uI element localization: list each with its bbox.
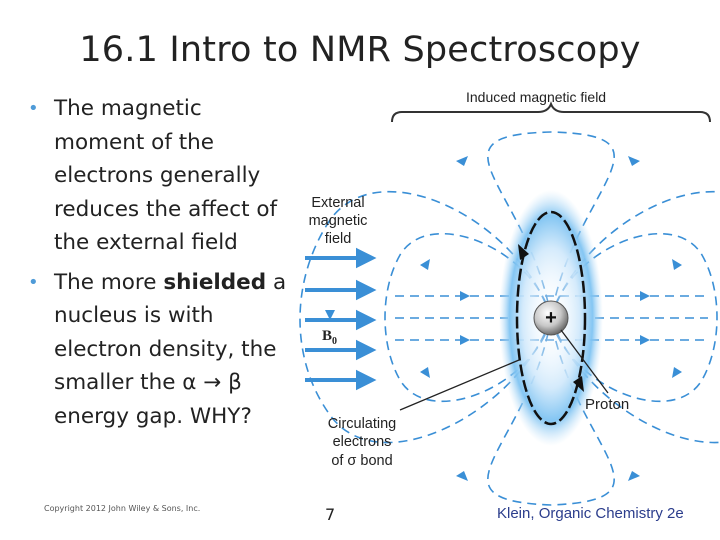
bullet-1: • The magnetic moment of the electrons g…	[28, 92, 288, 260]
external-field-arrows	[305, 247, 377, 391]
induced-field-label: Induced magnetic field	[466, 89, 606, 105]
slide-title: 16.1 Intro to NMR Spectroscopy	[79, 30, 641, 70]
circulating-label-3: of σ bond	[331, 453, 392, 469]
page-number: 7	[325, 505, 336, 524]
proton-label: Proton	[585, 396, 629, 413]
bullet-dot-icon: •	[28, 271, 39, 293]
external-field-label-1: External	[311, 195, 364, 211]
electron-orbit	[515, 210, 587, 426]
bullet-2-text-post: a nucleus is with electron density, the …	[54, 269, 287, 429]
circulating-label-1: Circulating	[328, 416, 397, 432]
proton-ball	[533, 300, 569, 336]
copyright-note: Copyright 2012 John Wiley & Sons, Inc.	[44, 504, 201, 513]
proton-leader-line	[560, 329, 609, 394]
circulating-label-2: electrons	[333, 434, 392, 450]
b0-label: B0	[322, 328, 337, 347]
bullet-dot-icon: •	[28, 98, 39, 119]
source-credit: Klein, Organic Chemistry 2e	[497, 505, 684, 522]
bullet-2: • The more shielded a nucleus is with el…	[28, 266, 288, 434]
bullet-list: • The magnetic moment of the electrons g…	[28, 92, 288, 439]
bullet-2-text-pre: The more	[54, 269, 164, 295]
proton-symbol: +	[545, 307, 557, 329]
external-field-label-3: field	[325, 231, 352, 247]
electrons-leader-line	[399, 359, 520, 411]
induced-field-bracket	[391, 101, 711, 123]
external-field-label-2: magnetic	[309, 213, 368, 229]
field-line-arrowheads	[325, 156, 682, 481]
bullet-1-text: The magnetic moment of the electrons gen…	[54, 96, 278, 255]
bullet-2-bold: shielded	[163, 269, 267, 295]
orbit-arrowheads	[518, 244, 584, 392]
